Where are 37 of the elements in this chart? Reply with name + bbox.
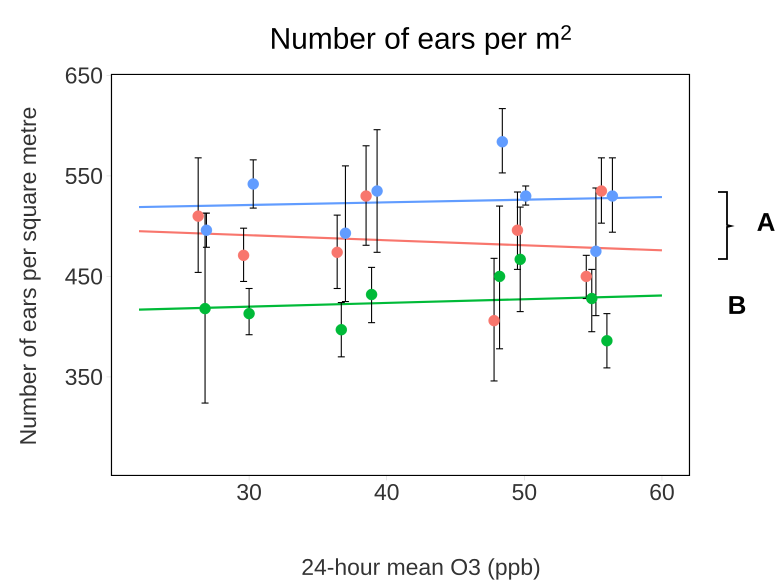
point: [520, 190, 532, 202]
y-tick-label: 550: [66, 168, 102, 184]
point: [596, 185, 608, 197]
y-tick-label: 450: [65, 268, 102, 285]
y-tick-label: 650: [66, 67, 102, 84]
text: A: [757, 213, 775, 231]
chart-title: Number of ears per m$^{2}$: [272, 25, 571, 55]
point: [488, 314, 500, 326]
point: [238, 250, 250, 262]
point: [366, 288, 378, 300]
point: [590, 246, 602, 258]
point: [200, 224, 212, 236]
point: [586, 292, 598, 304]
y-axis-title: Number of ears per square metre: [19, 108, 41, 444]
x-tick-label: 50: [512, 484, 536, 500]
x-tick-label: 60: [650, 484, 674, 500]
text: B: [729, 296, 746, 314]
point: [512, 224, 524, 236]
y-tick-label: 350: [66, 368, 102, 386]
point: [496, 136, 508, 148]
point: [371, 185, 383, 197]
point: [606, 190, 618, 202]
point: [360, 190, 372, 202]
x-axis-title: 24-hour mean O3 (ppb): [302, 558, 540, 580]
point: [514, 254, 526, 266]
point: [331, 246, 343, 258]
point: [494, 270, 506, 282]
point: [580, 270, 592, 282]
point: [243, 308, 255, 320]
point: [601, 335, 613, 346]
point: [192, 210, 204, 222]
point: [340, 228, 352, 239]
x-tick-label: 30: [237, 484, 261, 500]
x-tick-label: 40: [374, 484, 399, 500]
point: [199, 302, 211, 314]
point: [336, 324, 347, 336]
point: [248, 178, 259, 190]
